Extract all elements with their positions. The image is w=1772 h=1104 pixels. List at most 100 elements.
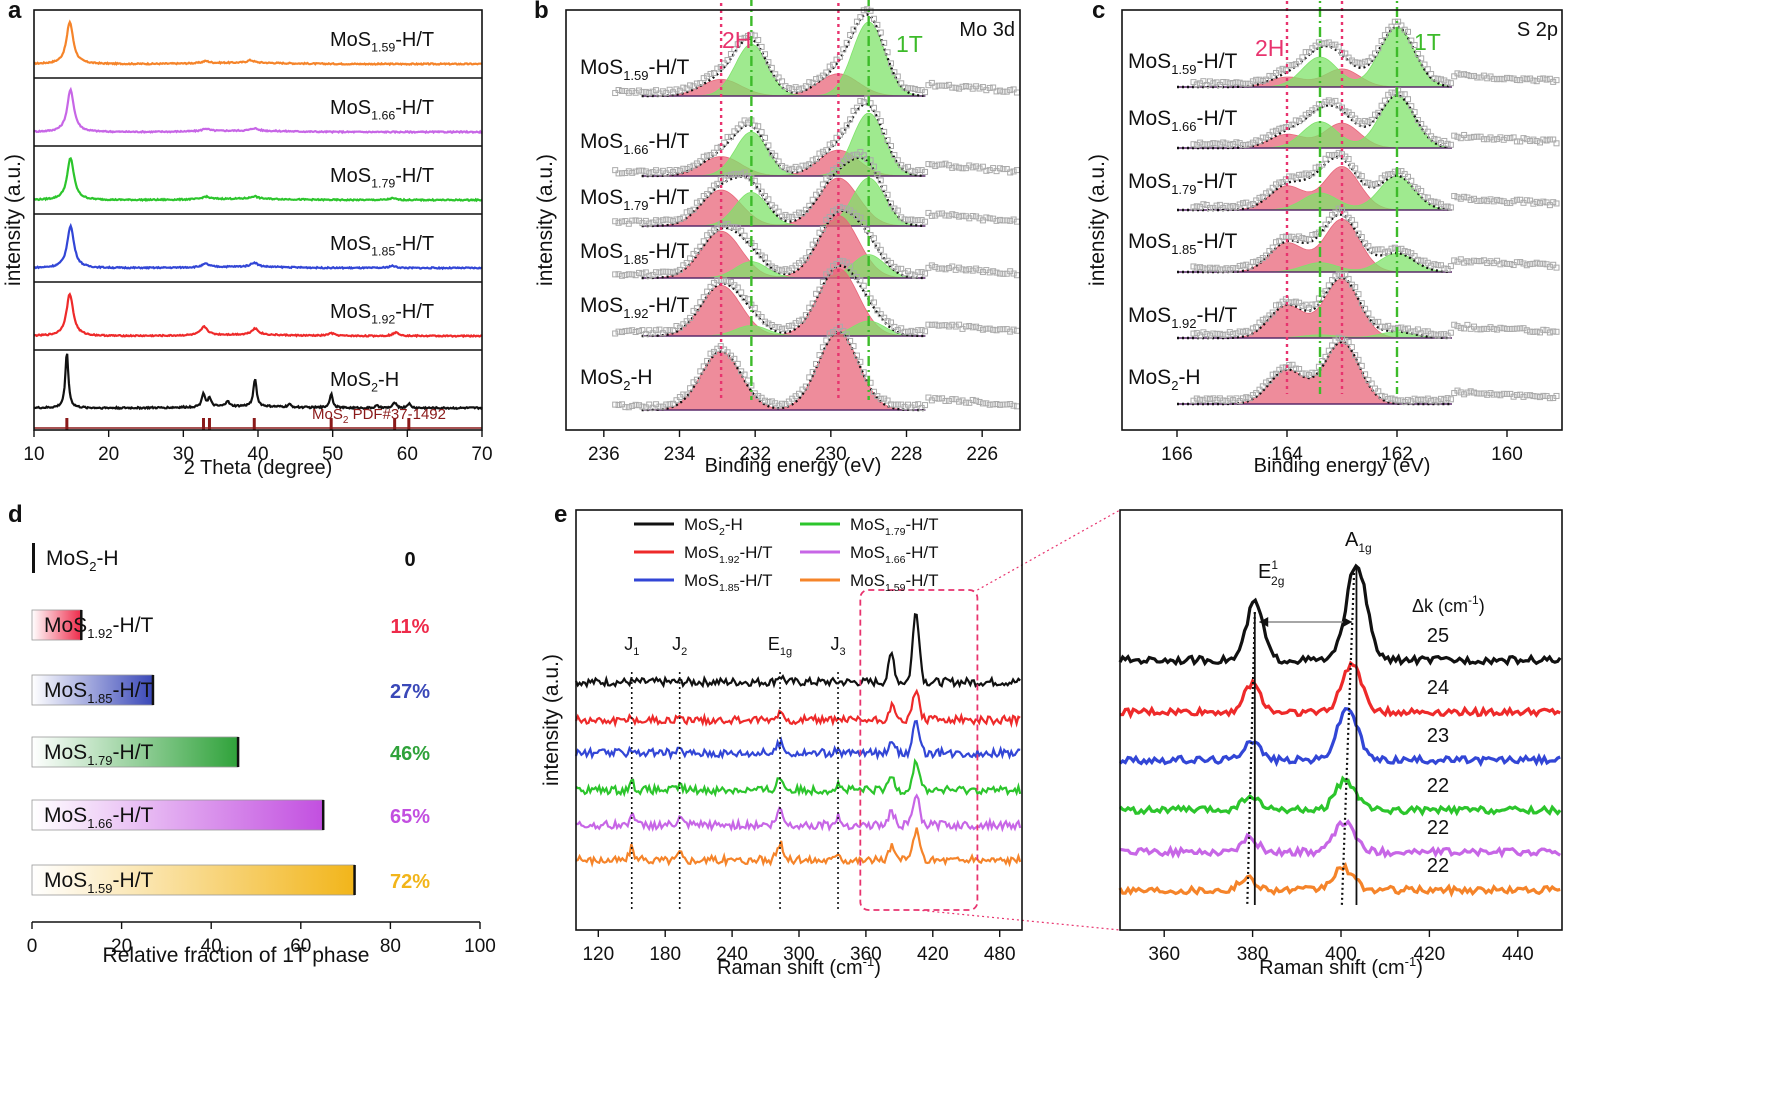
raw-data-point: [1480, 325, 1487, 332]
panel-a-x-tick-label: 60: [397, 444, 418, 465]
raw-data-point: [928, 321, 935, 328]
bar-label-base: MoS: [44, 679, 87, 702]
raw-data-point: [636, 167, 643, 174]
raw-data-point: [636, 328, 643, 335]
raw-data-point: [656, 169, 663, 176]
panel-letter-c: c: [1092, 0, 1105, 24]
raw-data-point: [1500, 390, 1507, 397]
raw-data-point: [1553, 328, 1560, 335]
raw-data-point: [986, 215, 993, 222]
raw-data-point: [966, 162, 973, 169]
raw-data-point: [693, 199, 700, 206]
raw-data-point: [1332, 209, 1339, 216]
raw-data-point: [802, 312, 809, 319]
xps-label: MoS1.85-H/T: [580, 240, 690, 267]
raw-data-point: [1471, 257, 1477, 264]
raw-data-point: [993, 401, 1000, 408]
raw-data-point: [986, 401, 993, 408]
raw-data-point: [901, 165, 908, 172]
raw-data-point: [853, 212, 860, 219]
raw-data-point: [1372, 319, 1378, 326]
raw-data-point: [1010, 326, 1017, 333]
raw-data-point: [1299, 115, 1306, 122]
raw-data-point: [996, 401, 1003, 408]
raw-data-point: [1385, 26, 1392, 33]
raw-data-point: [741, 295, 748, 302]
raw-data-point: [1352, 352, 1359, 359]
fit-envelope: [1177, 276, 1450, 340]
raw-data-point: [1428, 198, 1435, 205]
raw-data-point: [1266, 72, 1273, 79]
raw-data-point: [710, 348, 717, 355]
raw-data-point: [1358, 60, 1365, 67]
raw-data-point: [819, 225, 826, 232]
raw-data-point: [775, 158, 782, 165]
inset-curve: [1118, 707, 1561, 768]
raw-data-point: [973, 323, 980, 330]
xlabel-base: Raman shift (cm: [717, 957, 863, 979]
raw-data-point: [755, 248, 762, 255]
raw-data-point: [673, 397, 680, 404]
legend-label-base: MoS: [684, 515, 719, 534]
raw-data-point: [823, 337, 830, 344]
raw-data-point: [1322, 155, 1329, 162]
raw-data-point: [1312, 231, 1319, 238]
raw-data-point: [969, 324, 976, 331]
raw-data-point: [1220, 78, 1227, 85]
xrd-label-base: MoS: [330, 233, 371, 255]
bar-label-sub: 2: [89, 559, 96, 574]
raw-data-point: [1500, 76, 1507, 83]
bar-1.92: [31, 609, 82, 641]
xrd-curve-1.66: [33, 86, 483, 135]
raw-data-point: [1510, 198, 1517, 205]
raw-data-point: [1474, 326, 1481, 333]
raw-data-point: [1000, 401, 1007, 408]
raw-data-point: [700, 294, 707, 301]
raw-data-point: [1398, 397, 1405, 404]
raw-data-point: [1381, 323, 1388, 330]
raw-data-point: [1322, 353, 1329, 360]
raw-data-point: [779, 325, 786, 332]
raw-data-point: [775, 266, 782, 273]
raw-data-point: [806, 374, 813, 381]
raw-data-point: [1438, 395, 1444, 402]
raw-data-point: [840, 327, 847, 334]
raw-data-point: [1273, 302, 1279, 309]
panel-letter-d: d: [8, 501, 23, 528]
bar-label-sub: 1.59: [87, 881, 112, 896]
E2g-base: E: [1258, 561, 1271, 583]
raw-data-point: [1418, 121, 1425, 128]
raw-data-point: [629, 217, 636, 224]
raw-data-point: [714, 180, 721, 187]
raw-data-point: [1530, 393, 1537, 400]
raw-data-point: [687, 255, 694, 262]
raw-data-point: [1355, 230, 1362, 237]
raw-data-point: [1504, 199, 1510, 206]
raw-data-point: [990, 165, 997, 172]
legend-label-base: MoS: [684, 543, 719, 562]
raw-data-point: [850, 107, 857, 114]
raw-data-point: [1299, 171, 1306, 178]
inset-xlabel: Raman shift (cm-1): [1259, 954, 1423, 979]
raw-data-point: [979, 326, 986, 333]
raw-data-point: [772, 323, 779, 330]
mode-label-sub: 1: [633, 646, 639, 658]
raw-data-point: [1203, 330, 1210, 337]
raw-data-point: [1236, 262, 1243, 269]
raw-data-point: [1533, 198, 1540, 205]
raw-data-point: [1249, 200, 1256, 207]
raw-data-point: [1378, 392, 1385, 399]
xrd-curve-1.92: [33, 292, 482, 339]
bar-label-tail: -H/T: [113, 869, 154, 892]
raw-data-point: [816, 229, 823, 236]
panel-a-x-tick-label: 20: [98, 444, 119, 465]
raw-data-point: [1289, 62, 1296, 69]
raw-data-point: [1530, 136, 1537, 143]
raw-data-point: [1322, 288, 1329, 295]
raw-data-point: [1464, 321, 1471, 328]
raw-data-point: [615, 170, 622, 177]
raw-data-point: [724, 278, 731, 285]
raw-data-point: [1434, 199, 1441, 206]
raw-data-point: [782, 211, 789, 218]
raw-data-point: [843, 331, 850, 338]
